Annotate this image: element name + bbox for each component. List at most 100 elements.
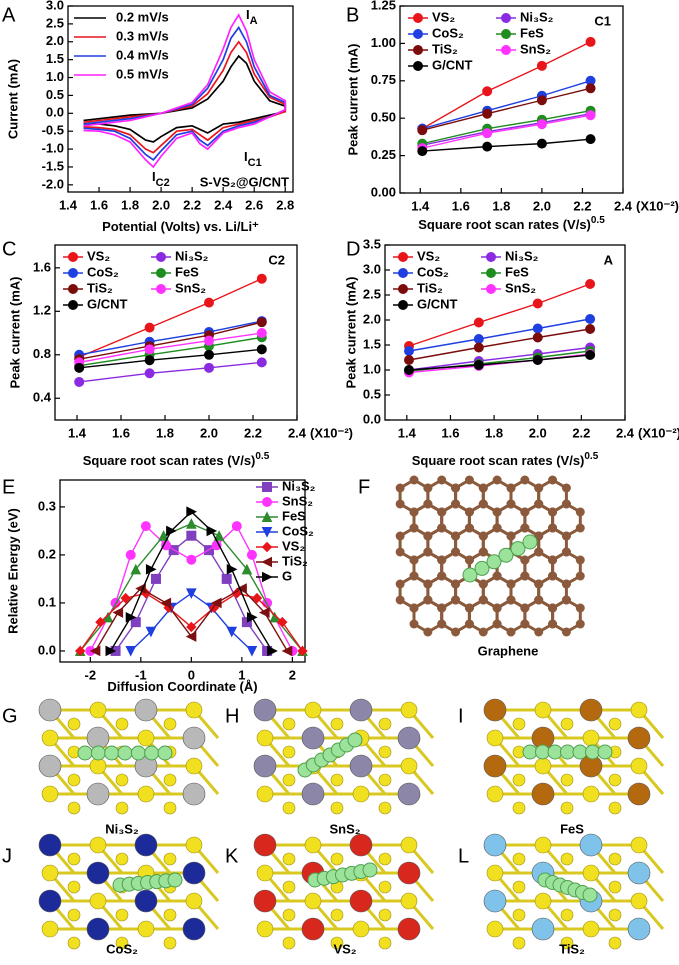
legend-label: TiS₂ <box>282 553 308 568</box>
c-atom <box>409 619 419 629</box>
y-axis-title: Peak current (mA) <box>345 44 360 156</box>
li-atom <box>474 560 490 576</box>
s-atom <box>534 836 552 854</box>
marker <box>482 108 493 119</box>
c-atom <box>409 523 419 533</box>
li-atom <box>572 744 588 760</box>
x-tick-label: 2.2 <box>573 198 591 213</box>
c-atom <box>506 627 516 637</box>
y-tick-label: 1.25 <box>371 0 396 12</box>
marker <box>258 607 270 618</box>
c-atom <box>437 507 447 517</box>
marker <box>125 549 136 560</box>
y-tick-label: -0.5 <box>42 123 64 138</box>
c-atom <box>437 603 447 613</box>
metal-atom <box>134 889 158 913</box>
s-atom <box>400 892 418 910</box>
annotation-text: I <box>244 149 248 164</box>
c-atom <box>534 579 544 589</box>
c-atom <box>548 603 558 613</box>
y-tick-label: 2.5 <box>46 15 64 30</box>
y-tick-label: 0.2 <box>38 546 56 561</box>
c-atom <box>437 523 447 533</box>
plot-frame <box>59 479 306 663</box>
series-line <box>79 320 262 356</box>
s-atom <box>608 801 622 815</box>
marker <box>246 549 257 560</box>
marker <box>585 36 596 47</box>
metal-atom <box>253 754 277 778</box>
legend-marker <box>261 511 273 522</box>
marker <box>482 86 493 97</box>
metal-atom <box>253 889 277 913</box>
s-atom <box>67 936 81 950</box>
legend-marker <box>501 13 511 23</box>
marker <box>150 573 161 584</box>
c-atom <box>409 475 419 485</box>
c-atom <box>478 579 488 589</box>
metal-atom <box>86 917 110 941</box>
s-atom <box>67 801 81 815</box>
c-atom <box>464 475 474 485</box>
s-atom <box>352 920 370 938</box>
s-atom <box>163 801 177 815</box>
metal-atom <box>627 861 651 885</box>
marker <box>186 530 197 541</box>
legend-marker <box>262 482 272 492</box>
s-atom <box>400 836 418 854</box>
x-axis-title: Square root scan rates (V/s)0.5 <box>83 451 270 469</box>
s-atom <box>256 729 274 747</box>
c-atom <box>451 579 461 589</box>
c-atom <box>492 523 502 533</box>
metal-atom <box>38 698 62 722</box>
graphene-ring <box>440 598 471 634</box>
li-atom <box>90 745 106 761</box>
marker <box>226 564 238 575</box>
metal-atom <box>86 861 110 885</box>
annotation: IC2 <box>152 169 170 188</box>
c-atom <box>437 619 447 629</box>
s-atom <box>282 908 296 922</box>
marker <box>186 588 197 599</box>
s-atom <box>608 908 622 922</box>
series-line <box>79 336 262 367</box>
series-line <box>83 25 287 161</box>
c-atom <box>423 627 433 637</box>
x-tick-label: 1.6 <box>90 197 108 212</box>
annotation: IC1 <box>244 149 262 168</box>
x-tick-label: 1.6 <box>441 425 459 440</box>
s-atom <box>89 836 107 854</box>
li-atom <box>144 745 160 761</box>
s-atom <box>630 757 648 775</box>
marker <box>204 362 214 373</box>
panel-letter: H <box>225 705 239 727</box>
c-atom <box>423 531 433 541</box>
legend-marker <box>398 252 408 262</box>
annotation-subscript: C1 <box>248 157 262 169</box>
legend-label: TiS₂ <box>87 280 113 295</box>
metal-atom <box>38 889 62 913</box>
c-atom <box>548 555 558 565</box>
li-atom <box>362 862 378 878</box>
marker <box>221 573 232 584</box>
y-axis-title: Current (mA) <box>5 59 20 139</box>
c-atom <box>548 523 558 533</box>
series-line <box>408 346 591 371</box>
li-atom <box>582 887 598 903</box>
c-atom <box>492 475 502 485</box>
marker <box>404 346 414 356</box>
s-atom <box>41 920 59 938</box>
metal-atom <box>627 917 651 941</box>
y-tick-label: 0.25 <box>371 147 396 162</box>
marker <box>482 141 493 152</box>
x-tick-label: 2.4 <box>614 198 633 213</box>
y-tick-label: -2.0 <box>42 176 64 191</box>
legend-label: FeS <box>520 25 544 40</box>
metal-atom <box>397 917 421 941</box>
legend-label: G <box>282 568 292 583</box>
metal-atom <box>483 833 507 857</box>
s-atom <box>256 920 274 938</box>
x-tick-label: 2.4 <box>616 425 635 440</box>
c-atom <box>575 603 585 613</box>
li-atom <box>347 732 363 748</box>
